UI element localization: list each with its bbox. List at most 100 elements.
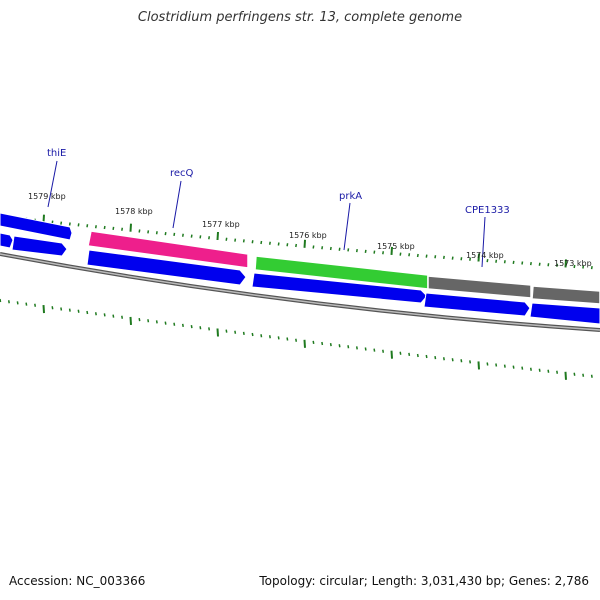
- upper-major-tick: [303, 239, 306, 248]
- lower-minor-tick: [547, 369, 550, 373]
- gene-label-thiE: thiE: [47, 148, 66, 159]
- upper-minor-tick: [486, 258, 489, 263]
- lower-minor-tick: [16, 301, 19, 305]
- upper-minor-tick: [382, 251, 385, 255]
- upper-minor-tick: [60, 221, 63, 225]
- lower-minor-tick: [460, 359, 463, 363]
- leader-thiE: [47, 160, 58, 208]
- upper-minor-tick: [286, 243, 289, 247]
- lower-minor-tick: [25, 302, 28, 306]
- lower-major-tick: [477, 361, 480, 370]
- upper-minor-tick: [147, 230, 150, 234]
- lower-minor-tick: [521, 366, 524, 370]
- gene-lower-5[interactable]: [423, 292, 531, 317]
- lower-minor-tick: [103, 313, 106, 317]
- lower-minor-tick: [573, 372, 576, 376]
- upper-major-tick: [216, 231, 219, 241]
- lower-minor-tick: [512, 365, 515, 369]
- kbp-label-1573: 1573 kbp: [554, 259, 592, 268]
- lower-minor-tick: [355, 346, 358, 350]
- upper-minor-tick: [373, 250, 376, 254]
- lower-minor-tick: [208, 327, 211, 331]
- lower-minor-tick: [373, 348, 376, 352]
- lower-minor-tick: [590, 374, 593, 378]
- gene-lower-2[interactable]: [11, 235, 68, 257]
- lower-minor-tick: [86, 310, 89, 315]
- upper-minor-tick: [164, 231, 167, 236]
- lower-minor-tick: [338, 344, 341, 348]
- upper-minor-tick: [573, 264, 576, 269]
- upper-minor-tick: [547, 263, 550, 267]
- upper-minor-tick: [399, 252, 402, 256]
- gene-lower-3[interactable]: [86, 249, 247, 286]
- lower-minor-tick: [408, 352, 411, 357]
- upper-minor-tick: [408, 253, 411, 257]
- lower-major-tick: [216, 328, 219, 337]
- lower-minor-tick: [469, 360, 472, 364]
- upper-minor-tick: [277, 242, 280, 246]
- upper-minor-tick: [268, 241, 271, 245]
- lower-minor-tick: [503, 364, 506, 368]
- upper-minor-tick: [155, 231, 158, 235]
- lower-minor-tick: [0, 298, 2, 303]
- gene-CPE1333[interactable]: [427, 275, 532, 299]
- genome-summary-text: Topology: circular; Length: 3,031,430 bp…: [259, 574, 589, 588]
- lower-minor-tick: [234, 330, 237, 334]
- gene-right-grey[interactable]: [531, 285, 600, 305]
- upper-minor-tick: [364, 249, 367, 254]
- lower-minor-tick: [34, 303, 37, 307]
- gene-recQ[interactable]: [87, 230, 249, 269]
- upper-minor-tick: [77, 223, 80, 227]
- gene-lower-4[interactable]: [251, 272, 428, 304]
- upper-minor-tick: [442, 255, 445, 260]
- kbp-label-1577: 1577 kbp: [202, 220, 240, 229]
- lower-minor-tick: [268, 335, 271, 339]
- lower-minor-tick: [556, 370, 559, 374]
- lower-minor-tick: [7, 300, 10, 304]
- lower-minor-tick: [582, 373, 585, 377]
- lower-minor-tick: [77, 309, 80, 313]
- lower-minor-tick: [451, 358, 454, 362]
- accession-text: Accession: NC_003366: [9, 574, 146, 588]
- upper-minor-tick: [582, 265, 585, 269]
- lower-minor-tick: [329, 342, 332, 347]
- upper-minor-tick: [347, 248, 350, 252]
- upper-minor-tick: [199, 235, 202, 239]
- lower-minor-tick: [442, 357, 445, 361]
- lower-minor-tick: [495, 363, 498, 367]
- upper-minor-tick: [112, 226, 115, 231]
- lower-minor-tick: [112, 314, 115, 318]
- upper-minor-tick: [512, 260, 515, 265]
- upper-minor-tick: [68, 222, 71, 226]
- lower-minor-tick: [181, 323, 184, 328]
- upper-minor-tick: [590, 265, 593, 270]
- upper-minor-tick: [495, 259, 498, 263]
- gene-thiE[interactable]: [0, 212, 73, 241]
- upper-minor-tick: [521, 261, 524, 265]
- upper-minor-tick: [242, 239, 245, 243]
- upper-major-tick: [477, 253, 480, 262]
- upper-minor-tick: [321, 246, 324, 250]
- upper-minor-tick: [469, 257, 472, 261]
- upper-major-tick: [564, 259, 567, 268]
- lower-minor-tick: [138, 317, 141, 322]
- upper-minor-tick: [460, 257, 463, 261]
- upper-minor-tick: [173, 232, 176, 237]
- upper-minor-tick: [103, 225, 106, 230]
- kbp-label-1574: 1574 kbp: [466, 251, 504, 260]
- upper-minor-tick: [556, 263, 559, 267]
- kbp-label-1579: 1579 kbp: [28, 192, 66, 201]
- lower-minor-tick: [347, 345, 350, 349]
- upper-minor-tick: [329, 246, 332, 251]
- upper-minor-tick: [503, 260, 506, 264]
- gene-lower-6[interactable]: [529, 302, 600, 325]
- lower-minor-tick: [51, 306, 54, 310]
- upper-minor-tick: [538, 262, 541, 266]
- lower-minor-tick: [364, 347, 367, 351]
- gene-lower-1[interactable]: [0, 232, 14, 249]
- upper-minor-tick: [190, 234, 193, 238]
- lower-minor-tick: [486, 362, 489, 366]
- upper-minor-tick: [234, 238, 237, 242]
- upper-minor-tick: [425, 254, 428, 258]
- lower-minor-tick: [147, 319, 150, 323]
